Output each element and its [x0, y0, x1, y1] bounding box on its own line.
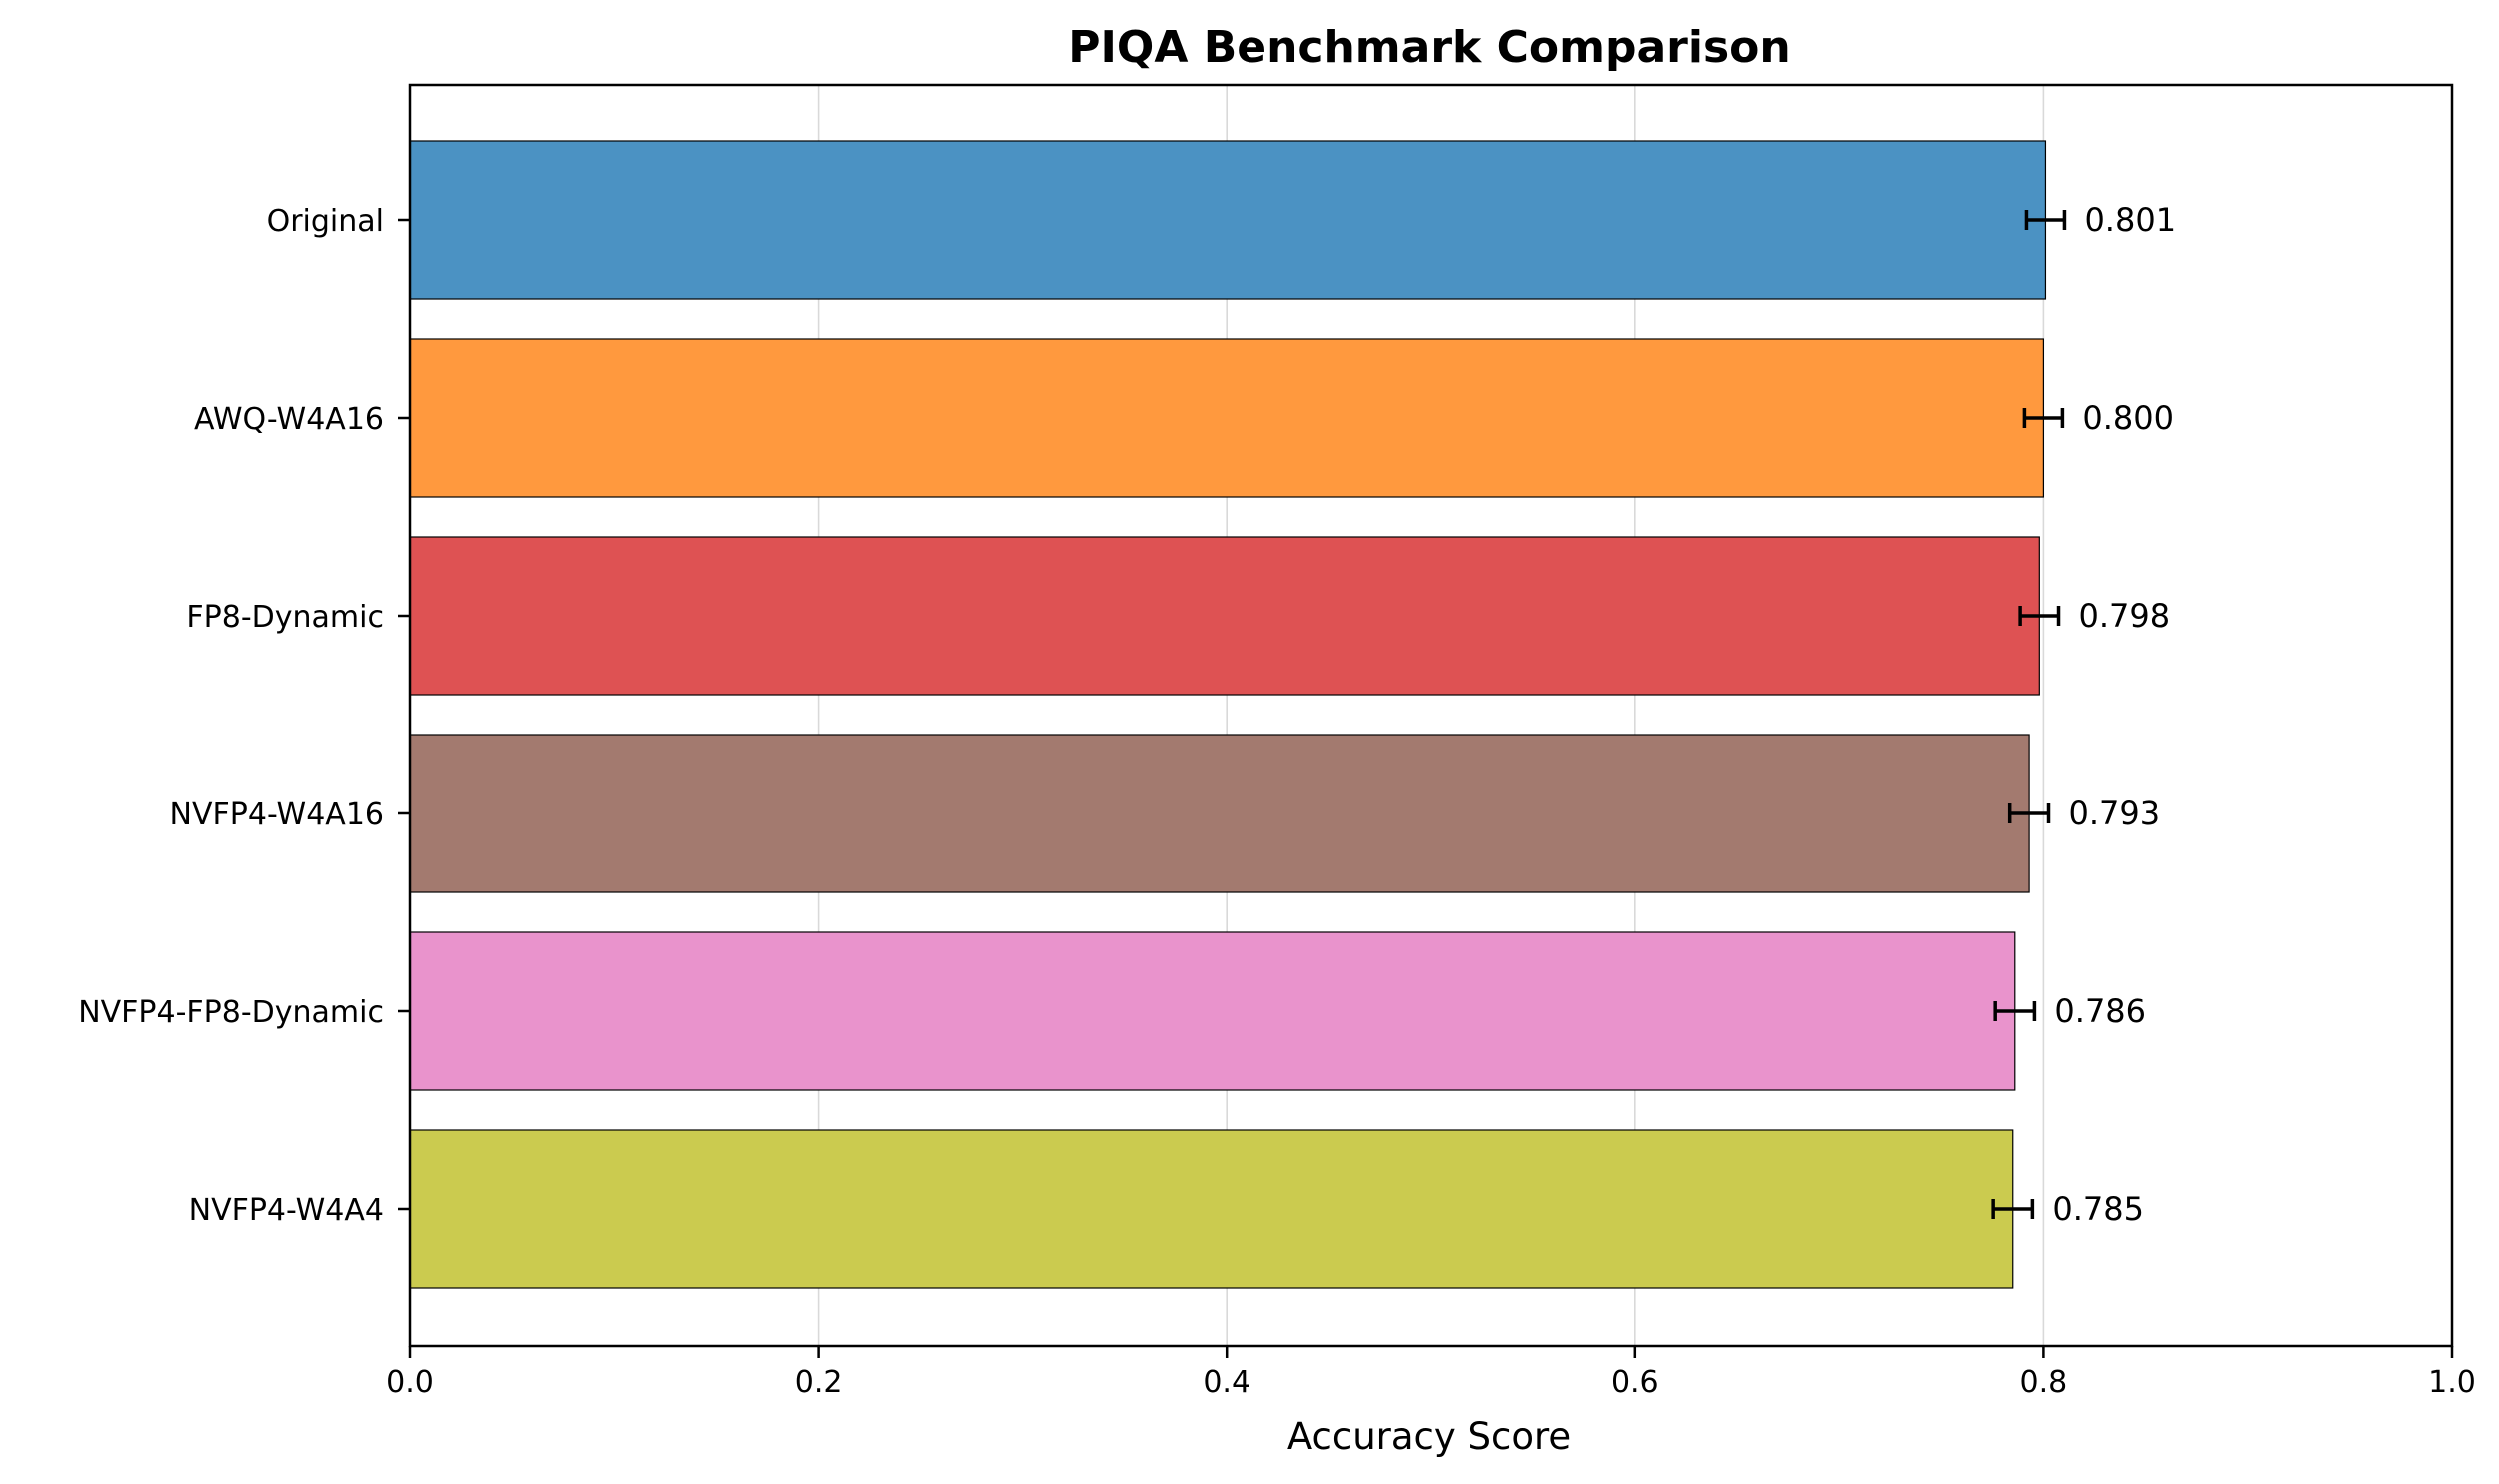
chart-title: PIQA Benchmark Comparison	[1068, 22, 1790, 73]
y-tick-label: AWQ-W4A16	[194, 402, 384, 437]
x-axis: 0.0 0.2 0.4 0.6 0.8 1.0	[386, 1346, 2476, 1400]
y-tick-label: Original	[267, 204, 384, 239]
plot-frame	[408, 83, 2454, 1348]
x-tick-label: 0.2	[795, 1365, 843, 1400]
bar-fp8-dynamic	[409, 536, 2040, 696]
x-tick-label: 0.6	[1611, 1365, 1659, 1400]
bar-nvfp4-fp8-dynamic	[409, 931, 2016, 1091]
x-tick-label: 1.0	[2428, 1365, 2476, 1400]
x-tick-label: 0.0	[386, 1365, 434, 1400]
value-label: 0.786	[2054, 992, 2146, 1030]
value-label: 0.801	[2084, 201, 2176, 239]
bar-awq-w4a16	[409, 338, 2045, 498]
value-labels: 0.801 0.800 0.798 0.793 0.786 0.785	[2052, 201, 2176, 1228]
bar-original	[409, 140, 2047, 300]
value-label: 0.800	[2082, 399, 2174, 437]
y-tick-label: NVFP4-FP8-Dynamic	[78, 995, 384, 1030]
y-tick-label: FP8-Dynamic	[186, 600, 384, 635]
error-bars	[1991, 210, 2067, 1219]
y-tick-label: NVFP4-W4A16	[170, 797, 384, 832]
bars	[409, 140, 2047, 1289]
x-tick-label: 0.8	[2020, 1365, 2068, 1400]
y-axis: Original AWQ-W4A16 FP8-Dynamic NVFP4-W4A16 N…	[78, 204, 410, 1228]
value-label: 0.798	[2079, 597, 2171, 635]
value-label: 0.793	[2069, 794, 2161, 832]
bar-nvfp4-w4a16	[409, 734, 2030, 893]
y-tick-label: NVFP4-W4A4	[189, 1193, 384, 1228]
value-label: 0.785	[2052, 1190, 2144, 1228]
bar-nvfp4-w4a4	[409, 1129, 2014, 1289]
x-axis-label: Accuracy Score	[1287, 1415, 1571, 1458]
x-tick-label: 0.4	[1203, 1365, 1250, 1400]
